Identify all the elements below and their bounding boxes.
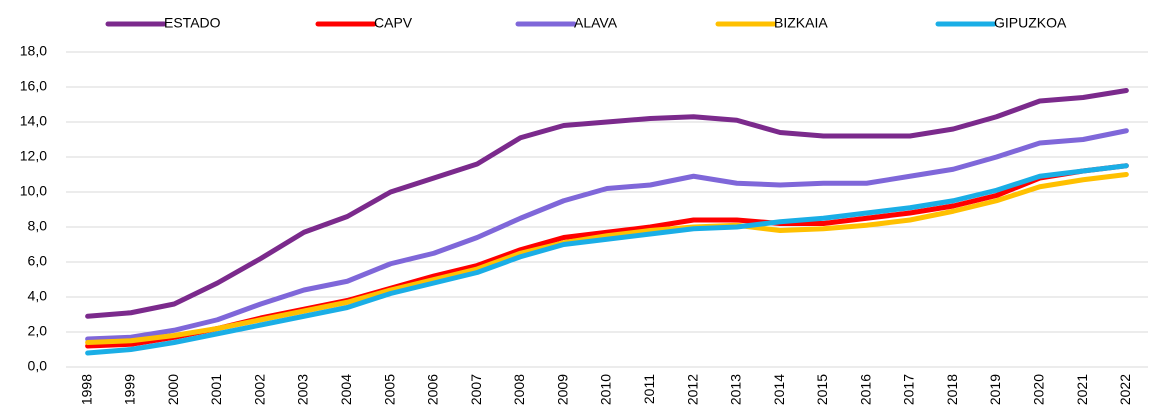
x-tick-label: 2001 (208, 374, 224, 405)
y-tick-label: 0,0 (28, 358, 48, 374)
legend-label: BIZKAIA (774, 15, 828, 31)
x-tick-label: 2000 (165, 374, 181, 405)
x-tick-label: 1999 (122, 374, 138, 405)
x-tick-label: 2006 (425, 374, 441, 405)
series-line (85, 163, 1129, 356)
x-tick-label: 2020 (1031, 374, 1047, 405)
x-tick-label: 2019 (987, 374, 1003, 405)
y-tick-label: 8,0 (28, 218, 48, 234)
y-tick-label: 6,0 (28, 253, 48, 269)
x-tick-label: 2004 (338, 374, 354, 405)
x-tick-label: 2002 (251, 374, 267, 405)
series-line (85, 88, 1129, 319)
y-tick-label: 16,0 (20, 78, 47, 94)
y-tick-label: 18,0 (20, 43, 47, 59)
x-tick-label: 2011 (641, 374, 657, 404)
x-tick-label: 2012 (684, 374, 700, 405)
y-tick-label: 4,0 (28, 288, 48, 304)
y-tick-label: 2,0 (28, 323, 48, 339)
x-tick-label: 2021 (1074, 374, 1090, 405)
x-tick-label: 2003 (295, 374, 311, 405)
x-tick-label: 2017 (901, 374, 917, 405)
legend-label: ALAVA (574, 15, 618, 31)
x-tick-label: 2009 (554, 374, 570, 405)
x-tick-label: 1998 (78, 374, 94, 405)
x-tick-label: 2022 (1117, 374, 1133, 405)
y-tick-label: 10,0 (20, 183, 47, 199)
series-line (85, 172, 1129, 345)
x-tick-label: 2015 (814, 374, 830, 405)
legend-label: GIPUZKOA (994, 15, 1067, 31)
x-tick-label: 2013 (728, 374, 744, 405)
x-tick-label: 2018 (944, 374, 960, 405)
x-tick-label: 2014 (771, 374, 787, 405)
x-tick-label: 2016 (857, 374, 873, 405)
x-tick-label: 2008 (511, 374, 527, 405)
x-tick-label: 2007 (468, 374, 484, 405)
y-tick-label: 12,0 (20, 148, 47, 164)
x-tick-label: 2005 (381, 374, 397, 405)
legend-label: ESTADO (164, 15, 221, 31)
series-line (85, 163, 1129, 349)
series-line (85, 128, 1129, 342)
x-tick-label: 2010 (598, 374, 614, 405)
legend-label: CAPV (374, 15, 413, 31)
y-tick-label: 14,0 (20, 113, 47, 129)
